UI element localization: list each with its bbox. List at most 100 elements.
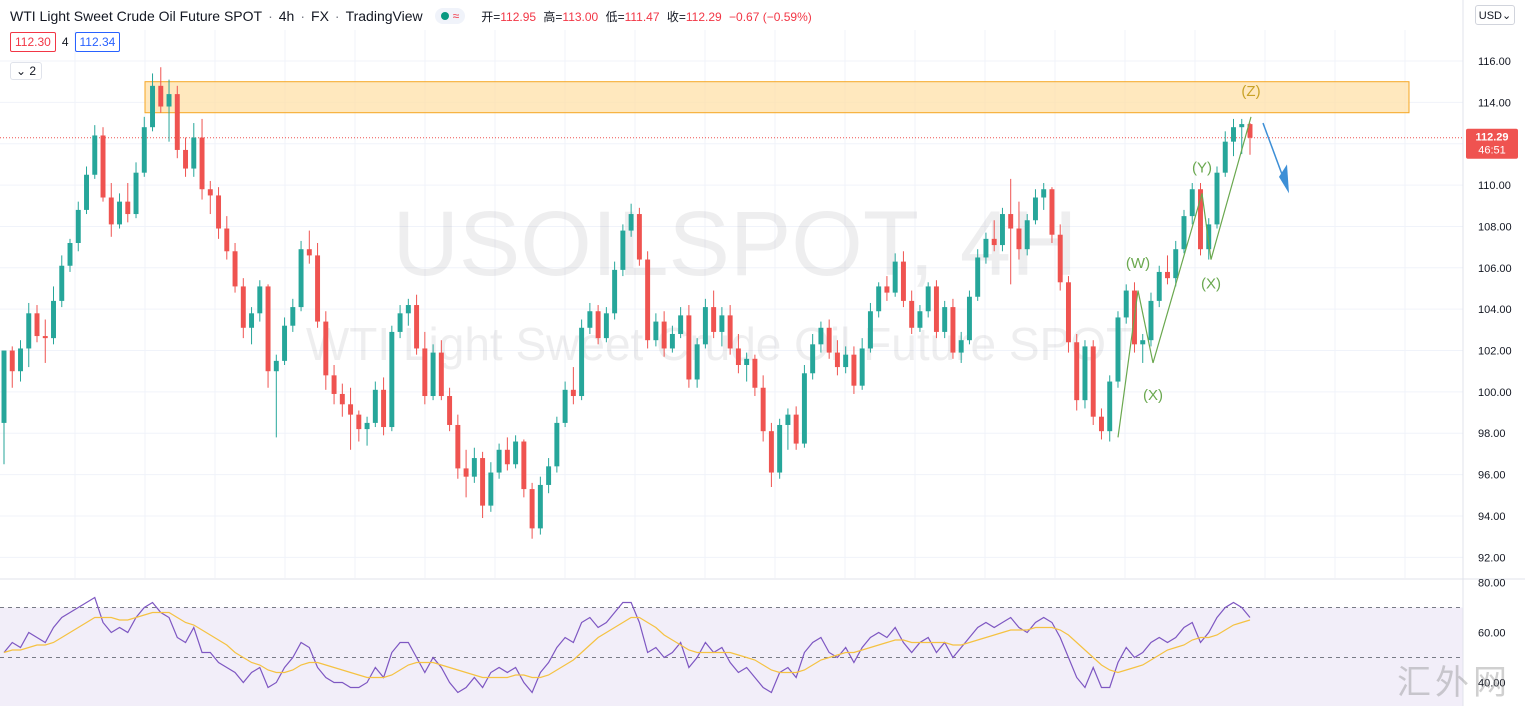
candle-body	[1156, 271, 1162, 301]
candle-body	[372, 389, 378, 423]
symbol-title[interactable]: WTI Light Sweet Crude Oil Future SPOT	[10, 8, 263, 24]
candle-body	[603, 313, 609, 339]
candle-body	[612, 269, 618, 314]
candle-body	[216, 195, 222, 229]
candle-body	[587, 311, 593, 328]
candle-body	[529, 489, 535, 529]
price-tick-label: 96.00	[1478, 470, 1506, 482]
candle-body	[1057, 234, 1063, 283]
candle-body	[859, 348, 865, 386]
projection-arrow-head	[1279, 164, 1289, 194]
candle-body	[719, 315, 725, 332]
candle-body	[1148, 300, 1154, 341]
candle-body	[834, 352, 840, 368]
candle-body	[909, 300, 915, 328]
candle-body	[273, 360, 279, 372]
candle-body	[1222, 141, 1228, 173]
market-open-dot-icon	[440, 12, 449, 20]
candle-body	[942, 307, 948, 332]
candle-body	[628, 214, 634, 231]
candle-body	[513, 441, 519, 465]
candle-body	[917, 311, 923, 328]
candle-body	[1239, 124, 1245, 128]
candle-body	[818, 327, 824, 345]
candle-body	[42, 336, 48, 339]
candle-body	[570, 389, 576, 397]
high-value: 113.00	[562, 9, 599, 24]
candle-body	[422, 348, 428, 397]
candle-body	[843, 354, 849, 368]
candle-body	[521, 441, 527, 490]
candle-body	[405, 305, 411, 314]
bid-price-button[interactable]: 112.30	[10, 32, 56, 52]
candle-body	[125, 201, 131, 215]
candle-body	[1024, 220, 1030, 250]
candle-body	[1016, 228, 1022, 250]
candle-body	[554, 422, 560, 467]
candle-body	[1049, 189, 1055, 235]
candle-body	[1082, 346, 1088, 401]
price-tick-label: 116.00	[1478, 56, 1511, 68]
candle-body	[26, 313, 32, 349]
candle-body	[348, 404, 354, 415]
candle-body	[290, 307, 296, 326]
candle-body	[174, 94, 180, 150]
candle-body	[438, 352, 444, 397]
candle-body	[331, 375, 337, 394]
price-tick-label: 98.00	[1478, 428, 1506, 440]
candle-body	[18, 348, 23, 372]
candle-body	[760, 387, 766, 432]
candle-body	[826, 327, 832, 353]
candle-body	[257, 286, 263, 314]
ohlc-values: 开=112.95 高=113.00 低=111.47 收=112.29 −0.6…	[481, 8, 816, 25]
candle-body	[339, 393, 345, 405]
candle-body	[1123, 290, 1129, 318]
candle-body	[562, 389, 568, 423]
candle-body	[1231, 127, 1236, 142]
candle-body	[455, 424, 461, 469]
bar-countdown: 46:51	[1478, 145, 1506, 157]
ask-price-button[interactable]: 112.34	[74, 32, 121, 52]
candle-body	[1115, 317, 1121, 382]
high-label: 高=	[543, 9, 563, 24]
candle-body	[678, 315, 684, 334]
candle-body	[199, 137, 205, 190]
wave-label: (W)	[1126, 255, 1150, 272]
currency-select[interactable]: USD⌄	[1475, 5, 1515, 25]
candle-body	[240, 286, 246, 328]
rsi-tick-label: 80.00	[1478, 578, 1506, 590]
market-status-pill[interactable]: ≈	[434, 8, 466, 24]
candle-body	[364, 422, 370, 430]
candle-body	[801, 373, 807, 444]
candle-body	[282, 325, 288, 361]
candle-body	[1214, 172, 1220, 225]
candle-body	[975, 257, 981, 297]
candle-body	[933, 286, 939, 332]
close-value: 112.29	[685, 9, 722, 24]
candle-body	[645, 259, 651, 341]
candle-body	[950, 307, 956, 353]
candle-body	[59, 265, 65, 301]
candle-body	[768, 431, 774, 473]
candle-body	[735, 348, 741, 366]
candle-body	[851, 354, 857, 386]
wave-structure-line	[1117, 116, 1252, 438]
interval-label[interactable]: 4h	[278, 8, 295, 24]
candle-body	[51, 300, 56, 339]
candle-body	[546, 466, 552, 485]
watermark-symbol: USOILSPOT, 4H	[392, 193, 1077, 295]
candle-body	[1065, 282, 1071, 343]
candle-body	[100, 135, 106, 198]
low-value: 111.47	[624, 9, 660, 24]
candle-body	[84, 174, 89, 210]
candle-body	[711, 307, 717, 332]
candle-body	[108, 197, 114, 225]
candle-body	[447, 396, 453, 425]
candle-body	[141, 127, 147, 173]
indicator-collapse-toggle[interactable]: ⌄ 2	[10, 62, 43, 80]
candle-body	[884, 286, 890, 293]
separator-dot: ·	[334, 8, 340, 24]
site-watermark: 汇外网	[1397, 663, 1511, 703]
